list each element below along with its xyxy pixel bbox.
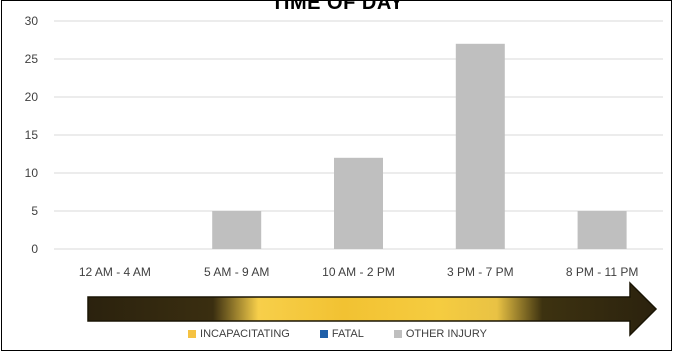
y-tick-label: 10 bbox=[25, 166, 39, 180]
x-tick-label: 10 AM - 2 PM bbox=[322, 265, 395, 279]
chart-title: TIME OF DAY bbox=[271, 0, 404, 14]
y-tick-label: 30 bbox=[25, 14, 39, 28]
y-tick-label: 5 bbox=[31, 204, 38, 218]
y-tick-label: 0 bbox=[31, 242, 38, 256]
legend-swatch bbox=[319, 330, 328, 338]
legend-label: FATAL bbox=[331, 328, 364, 340]
y-tick-label: 20 bbox=[25, 90, 39, 104]
legend-label: OTHER INJURY bbox=[405, 328, 487, 340]
legend-swatch bbox=[188, 330, 197, 338]
legend-item: INCAPACITATING bbox=[188, 328, 290, 340]
bar-other-injury bbox=[212, 211, 262, 249]
y-tick-label: 15 bbox=[25, 128, 39, 142]
bar-other-injury bbox=[577, 211, 627, 249]
x-tick-label: 8 PM - 11 PM bbox=[566, 265, 638, 279]
x-tick-label: 3 PM - 7 PM bbox=[447, 265, 514, 279]
timeline-arrow bbox=[87, 281, 658, 337]
y-tick-label: 25 bbox=[25, 52, 39, 66]
bar-other-injury bbox=[334, 157, 383, 249]
legend-swatch bbox=[393, 330, 402, 338]
x-tick-label: 12 AM - 4 AM bbox=[79, 265, 151, 279]
legend-label: INCAPACITATING bbox=[200, 328, 290, 340]
x-tick-label: 5 AM - 9 AM bbox=[204, 265, 269, 279]
bar-other-injury bbox=[455, 43, 505, 249]
legend-item: FATAL bbox=[319, 328, 364, 340]
legend: INCAPACITATING FATAL OTHER INJURY bbox=[2, 328, 671, 340]
legend-item: OTHER INJURY bbox=[393, 328, 487, 340]
